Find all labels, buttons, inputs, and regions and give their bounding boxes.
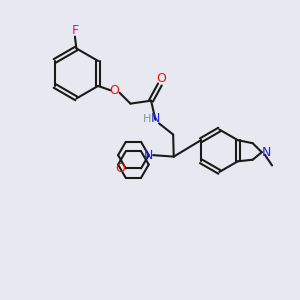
Text: N: N xyxy=(151,112,160,125)
Polygon shape xyxy=(118,151,149,178)
Text: O: O xyxy=(116,162,125,175)
Text: H: H xyxy=(143,114,152,124)
Text: N: N xyxy=(144,149,153,162)
Text: O: O xyxy=(109,84,119,97)
Text: F: F xyxy=(71,24,79,37)
Text: N: N xyxy=(262,146,271,159)
Text: O: O xyxy=(156,72,166,85)
